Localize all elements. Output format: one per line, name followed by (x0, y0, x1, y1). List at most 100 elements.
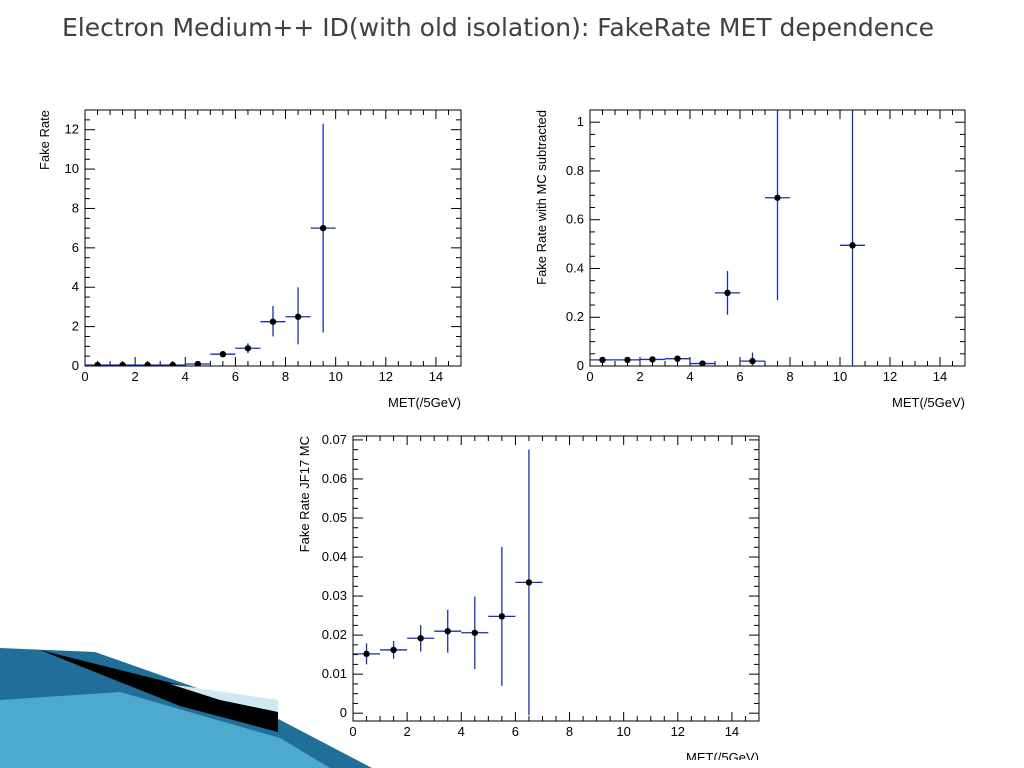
point-marker (525, 579, 533, 586)
y-tick-label: 0.8 (566, 163, 584, 178)
y-tick-label: 8 (72, 200, 79, 215)
y-tick-label: 0 (72, 358, 79, 373)
x-tick-label: 8 (786, 369, 793, 384)
x-tick-label: 12 (671, 724, 685, 739)
y-tick-label: 0.01 (322, 666, 347, 681)
y-tick-label: 10 (65, 161, 79, 176)
data-point (353, 643, 381, 665)
x-axis-title: MET(/5GeV) (892, 395, 965, 410)
x-tick-label: 10 (833, 369, 847, 384)
data-point (285, 287, 311, 345)
x-tick-label: 14 (725, 724, 739, 739)
y-tick-label: 0.03 (322, 588, 347, 603)
point-marker (144, 361, 151, 366)
chart-svg: 0 2 4 6 8 10 12 14 0 2 4 6 8 10 12 MET(/5GeV) Fake Rate (37, 109, 462, 410)
decoration-black-swoosh (40, 650, 278, 732)
point-marker (94, 361, 101, 366)
data-point (615, 356, 640, 364)
plot-fake-rate-jf17-mc: 0 2 4 6 8 10 12 14 0 0.01 0.02 0.03 0.04 0.05 0.06 0.07… (286, 425, 766, 760)
point-marker (269, 318, 277, 325)
y-tick-label: 0.2 (566, 309, 584, 324)
point-marker (194, 360, 201, 366)
data-point (380, 640, 408, 659)
data-point (665, 355, 690, 362)
y-tick-label: 0.04 (322, 549, 347, 564)
x-axis-title: MET(/5GeV) (388, 395, 461, 410)
data-point (235, 343, 261, 354)
plot-fake-rate-mc-subtracted: 0 2 4 6 8 10 12 14 0 0.2 0.4 0.6 0.8 1 MET(/5GeV) Fake … (527, 100, 977, 415)
data-point (185, 360, 211, 366)
decoration-light-swoosh (170, 684, 278, 712)
x-tick-label: 6 (512, 724, 519, 739)
data-series (353, 449, 543, 716)
data-point (110, 361, 136, 366)
chart-svg: 0 2 4 6 8 10 12 14 0 0.2 0.4 0.6 0.8 1 MET(/5GeV) Fake … (534, 109, 966, 410)
y-tick-label: 0.6 (566, 212, 584, 227)
data-point (210, 350, 236, 358)
x-tick-label: 4 (458, 724, 465, 739)
y-tick-label: 1 (577, 114, 584, 129)
data-point (135, 361, 161, 366)
point-marker (674, 355, 681, 362)
data-point (840, 110, 865, 366)
data-point (160, 361, 186, 366)
point-marker (169, 361, 176, 366)
data-point (260, 305, 286, 337)
y-tick-label: 0.4 (566, 260, 584, 275)
y-tick-label: 6 (72, 240, 79, 255)
x-tick-label: 10 (328, 369, 342, 384)
point-marker (444, 628, 451, 635)
point-marker (649, 356, 656, 363)
y-tick-label: 4 (72, 279, 79, 294)
data-point (515, 449, 543, 716)
y-tick-label: 0.07 (322, 432, 347, 447)
data-point (590, 356, 615, 364)
x-tick-label: 0 (349, 724, 356, 739)
x-tick-label: 12 (883, 369, 897, 384)
y-axis-title: Fake Rate JF17 MC (297, 436, 312, 552)
point-marker (119, 361, 126, 366)
point-marker (319, 224, 327, 232)
slide-title: Electron Medium++ ID(with old isolation)… (62, 13, 935, 42)
chart-svg: 0 2 4 6 8 10 12 14 0 0.01 0.02 0.03 0.04 0.05 0.06 0.07… (297, 432, 760, 760)
point-marker (498, 613, 506, 620)
data-series (85, 123, 336, 366)
y-axis-title: Fake Rate with MC subtracted (534, 110, 549, 285)
x-tick-label: 8 (566, 724, 573, 739)
data-point (765, 110, 790, 301)
data-point (407, 624, 435, 652)
data-point (740, 352, 765, 366)
x-tick-label: 2 (636, 369, 643, 384)
x-tick-label: 0 (586, 369, 593, 384)
x-tick-label: 6 (232, 369, 239, 384)
x-tick-label: 2 (132, 369, 139, 384)
x-tick-label: 14 (429, 369, 443, 384)
data-point (488, 546, 516, 686)
point-marker (599, 356, 606, 364)
x-tick-label: 6 (736, 369, 743, 384)
decoration-blue-light-swoosh (0, 692, 330, 768)
x-tick-label: 4 (182, 369, 189, 384)
point-marker (774, 194, 781, 201)
point-marker (699, 360, 706, 366)
data-point (310, 123, 336, 333)
y-tick-label: 0.02 (322, 627, 347, 642)
point-marker (244, 345, 252, 352)
x-tick-label: 2 (404, 724, 411, 739)
y-tick-label: 0.06 (322, 471, 347, 486)
point-marker (294, 313, 302, 320)
x-tick-label: 4 (686, 369, 693, 384)
data-point (690, 360, 715, 366)
data-point (640, 356, 665, 363)
point-marker (363, 650, 370, 658)
y-tick-label: 12 (65, 122, 79, 137)
y-axis-title: Fake Rate (37, 110, 52, 170)
data-point (715, 270, 740, 315)
point-marker (219, 350, 227, 358)
y-tick-label: 2 (72, 319, 79, 334)
x-axis-title: MET(/5GeV) (686, 750, 759, 760)
x-tick-label: 10 (616, 724, 630, 739)
x-tick-label: 8 (282, 369, 289, 384)
point-marker (724, 289, 731, 297)
